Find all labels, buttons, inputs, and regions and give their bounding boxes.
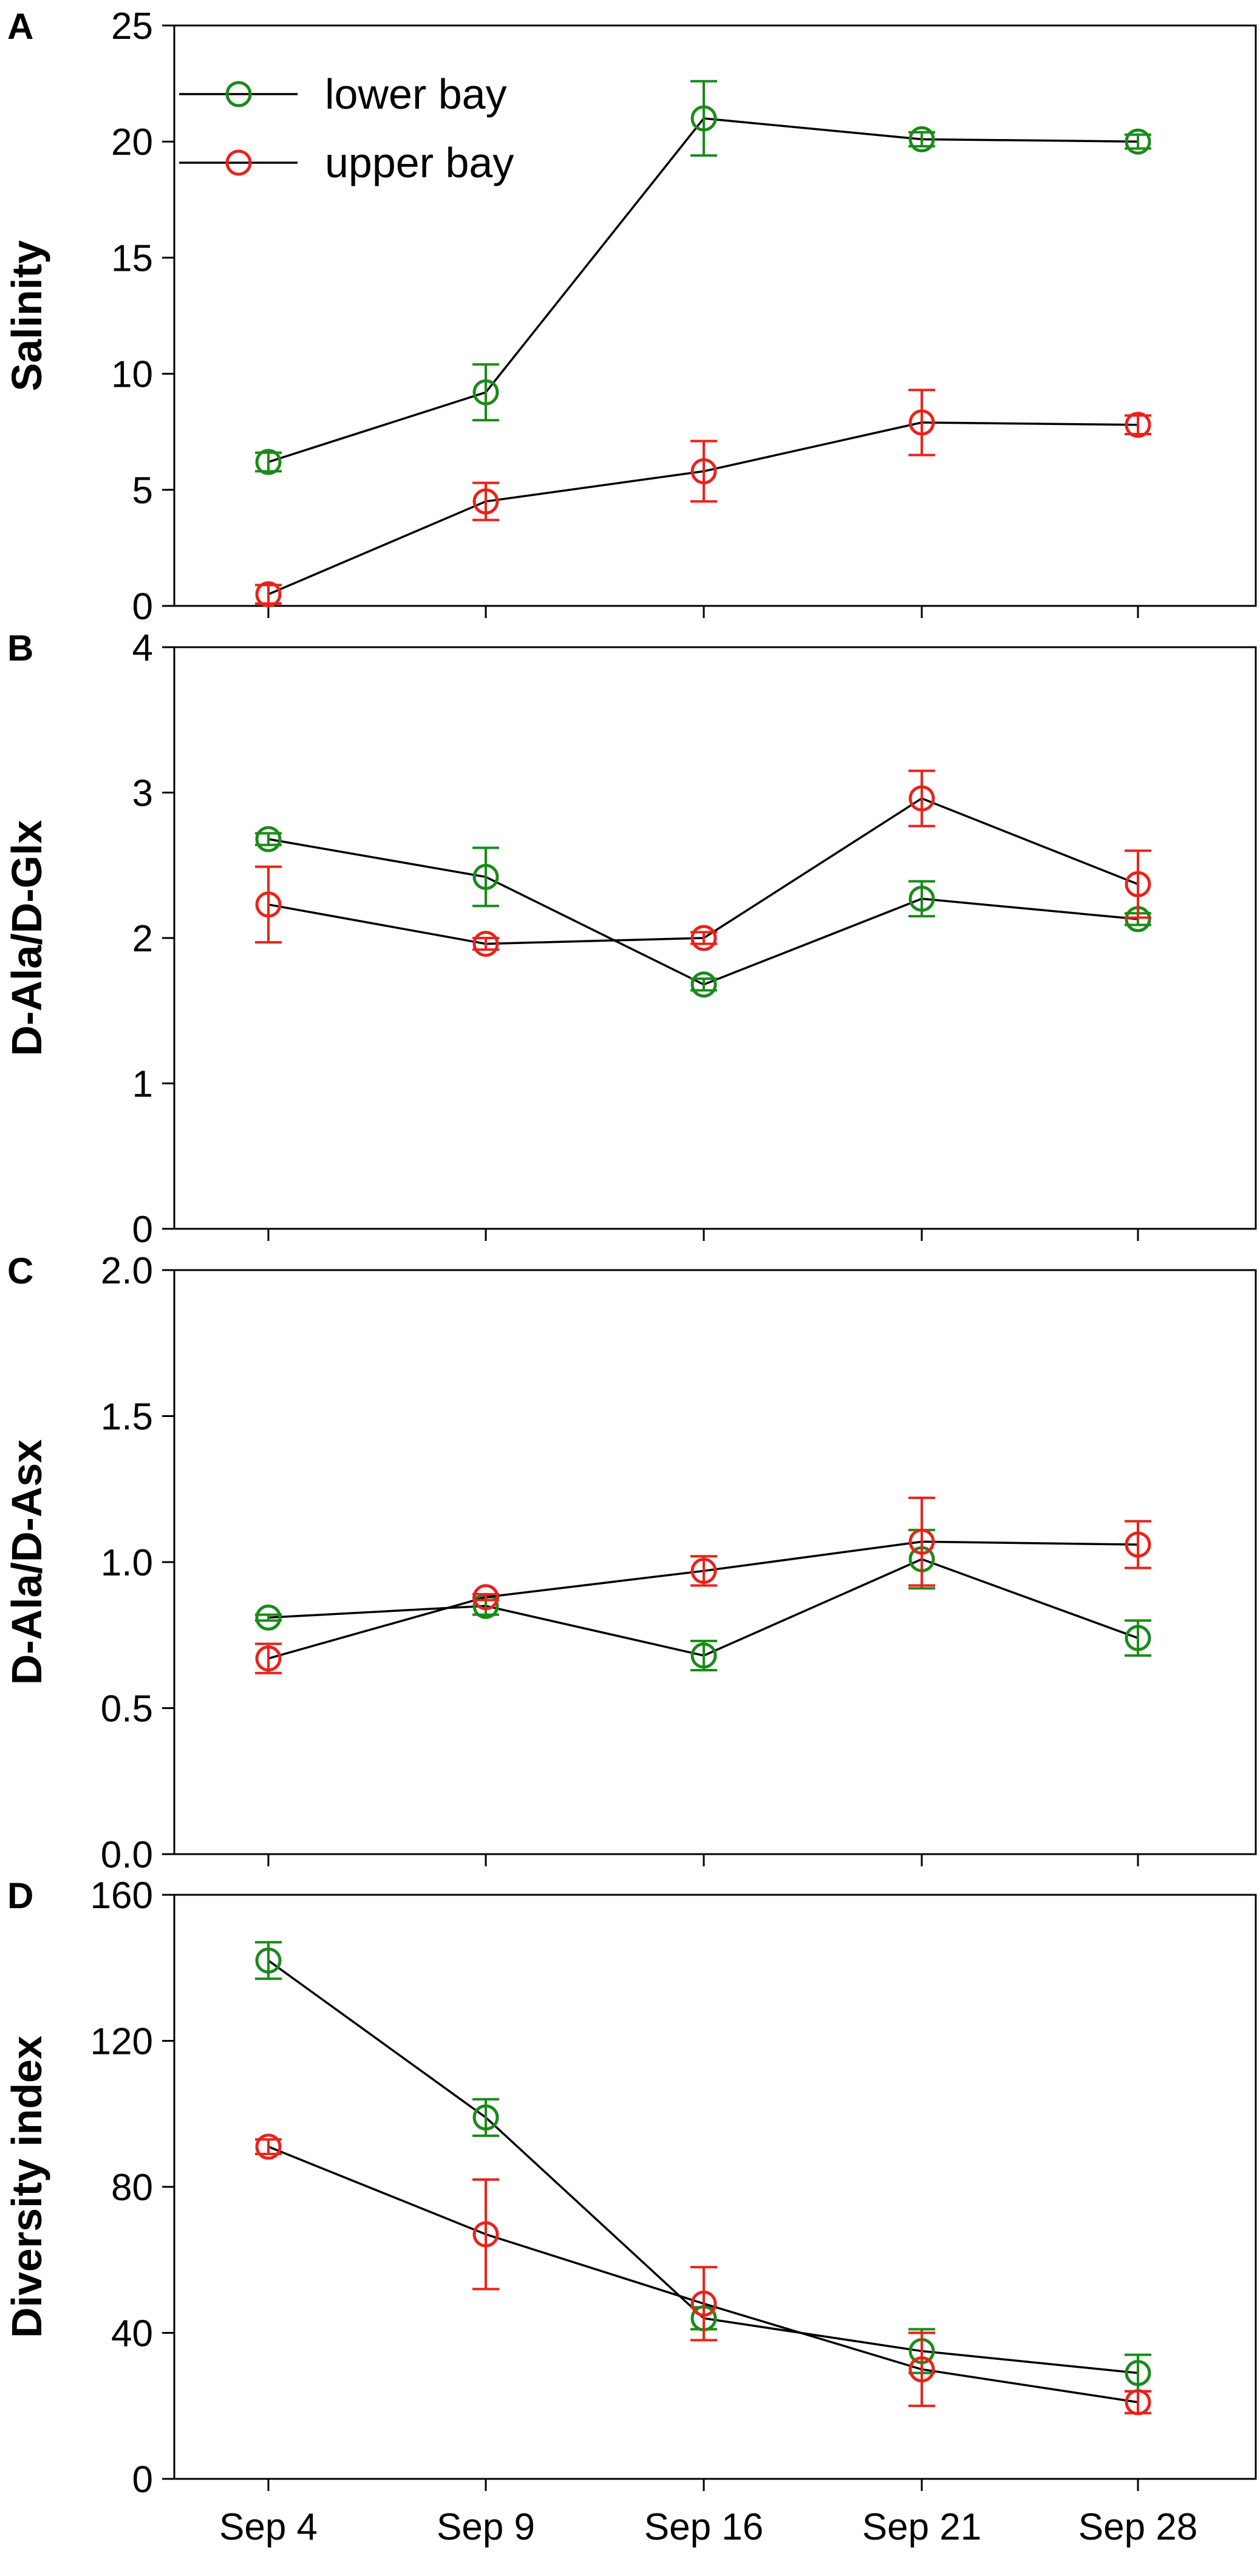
x-tick-label: Sep 16	[644, 2506, 764, 2548]
data-point-lower-bay	[1125, 2360, 1151, 2387]
plot-frame-A	[173, 24, 1257, 607]
data-point-upper-bay	[1125, 871, 1151, 897]
data-point-lower-bay	[690, 1642, 717, 1669]
panel-letter: C	[7, 1251, 33, 1291]
panel-letter: B	[7, 628, 33, 668]
y-tick-label: 160	[90, 1875, 153, 1917]
data-point-lower-bay	[472, 2104, 499, 2131]
y-tick-label: 3	[132, 773, 153, 815]
y-tick-label: 0.5	[101, 1688, 153, 1730]
y-axis-label: Salinity	[3, 240, 50, 391]
series-line-upper-bay	[268, 797, 1139, 945]
data-point-lower-bay	[908, 126, 935, 152]
data-point-upper-bay	[1125, 412, 1151, 438]
data-point-upper-bay	[908, 2356, 935, 2383]
plot-frame-C	[173, 1269, 1257, 1855]
y-tick-label: 1	[132, 1064, 153, 1106]
data-point-upper-bay	[690, 2290, 717, 2317]
y-tick-label: 2.0	[101, 1250, 153, 1292]
y-axis-label: D-Ala/D-Asx	[3, 1439, 50, 1685]
data-point-upper-bay	[472, 2221, 499, 2248]
y-tick-label: 120	[90, 2021, 153, 2063]
data-point-upper-bay	[472, 931, 499, 957]
y-tick-label: 2	[132, 918, 153, 960]
data-point-upper-bay	[1125, 2389, 1151, 2416]
data-point-lower-bay	[255, 1947, 282, 1974]
data-point-lower-bay	[908, 885, 935, 912]
y-axis-label: Diversity index	[3, 2036, 50, 2338]
data-point-upper-bay	[908, 785, 935, 812]
data-point-upper-bay	[690, 458, 717, 484]
data-point-lower-bay	[472, 379, 499, 406]
series-line-lower-bay	[268, 838, 1139, 986]
y-axis-label: D-Ala/D-Glx	[3, 820, 50, 1056]
data-point-lower-bay	[1125, 1625, 1151, 1651]
x-tick-label: Sep 9	[437, 2506, 535, 2548]
y-tick-label: 15	[111, 237, 153, 279]
y-tick-label: 0	[132, 586, 153, 628]
legend-marker	[225, 81, 252, 107]
x-tick-label: Sep 4	[219, 2506, 318, 2548]
panel-letter: A	[7, 6, 33, 47]
data-point-upper-bay	[255, 1645, 282, 1672]
legend-label: lower bay	[325, 70, 507, 118]
data-point-lower-bay	[1125, 128, 1151, 155]
plot-frame-D	[173, 1894, 1257, 2480]
y-tick-label: 0	[132, 2459, 153, 2501]
data-point-lower-bay	[255, 449, 282, 475]
data-point-lower-bay	[255, 826, 282, 852]
y-tick-label: 5	[132, 470, 153, 512]
data-point-upper-bay	[908, 1528, 935, 1555]
data-point-upper-bay	[1125, 1531, 1151, 1558]
x-tick-label: Sep 28	[1078, 2506, 1198, 2548]
y-tick-label: 40	[111, 2313, 153, 2355]
data-point-lower-bay	[472, 863, 499, 890]
data-point-upper-bay	[908, 409, 935, 436]
data-point-upper-bay	[255, 581, 282, 608]
legend-label: upper bay	[325, 139, 514, 186]
y-tick-label: 0.0	[101, 1834, 153, 1876]
data-point-lower-bay	[690, 105, 717, 132]
y-tick-label: 10	[111, 354, 153, 396]
y-tick-label: 20	[111, 121, 153, 163]
data-point-lower-bay	[255, 1604, 282, 1631]
y-tick-label: 4	[132, 627, 153, 669]
y-tick-label: 25	[111, 5, 153, 47]
panel-letter: D	[7, 1875, 33, 1916]
data-point-lower-bay	[690, 971, 717, 998]
data-point-upper-bay	[255, 2133, 282, 2160]
data-point-upper-bay	[690, 1557, 717, 1584]
y-tick-label: 80	[111, 2167, 153, 2209]
y-tick-label: 1.0	[101, 1542, 153, 1584]
data-point-upper-bay	[472, 1584, 499, 1611]
y-tick-label: 1.5	[101, 1396, 153, 1438]
x-tick-label: Sep 21	[862, 2506, 982, 2548]
data-point-upper-bay	[472, 488, 499, 515]
data-point-upper-bay	[690, 925, 717, 951]
data-point-upper-bay	[255, 891, 282, 918]
y-tick-label: 0	[132, 1209, 153, 1251]
legend-marker	[225, 149, 252, 176]
